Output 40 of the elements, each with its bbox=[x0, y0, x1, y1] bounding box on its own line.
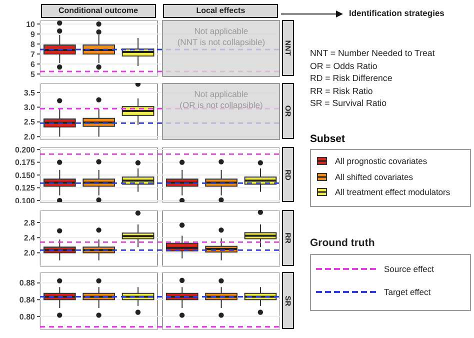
text: SR = Survival Ratio bbox=[310, 98, 387, 108]
text: RR = Risk Ratio bbox=[310, 86, 373, 96]
y-tick-label: 0.84 bbox=[19, 296, 36, 304]
y-tick-label: 0.100 bbox=[14, 196, 36, 206]
y-tick-label: 5 bbox=[30, 70, 36, 79]
y-tick-label: 2.8 bbox=[24, 218, 36, 228]
legend-label: All shifted covariates bbox=[335, 172, 413, 182]
y-tick-label: 9 bbox=[30, 30, 36, 39]
y-tick-label: 2.4 bbox=[24, 233, 36, 242]
legend-label: Target effect bbox=[384, 287, 431, 297]
y-tick-label: 3.5 bbox=[24, 88, 36, 98]
text: Ground truth bbox=[310, 237, 375, 249]
y-tick-label: 0.125 bbox=[14, 184, 36, 193]
y-tick-label: 2.0 bbox=[24, 132, 36, 142]
y-tick-label: 0.88 bbox=[19, 278, 36, 288]
text: Local effects bbox=[163, 4, 278, 18]
y-tick-label: 0.150 bbox=[14, 170, 36, 180]
y-tick-label: 2.0 bbox=[24, 248, 36, 258]
annotation: (OR is not collapsible) bbox=[178, 100, 264, 110]
legend-title: Subset bbox=[310, 133, 346, 145]
legend-label: Source effect bbox=[384, 264, 434, 274]
y-tick-label: 7 bbox=[30, 50, 36, 59]
text: Conditional outcome bbox=[41, 4, 156, 18]
y-tick-label: 0.175 bbox=[14, 158, 36, 168]
text: OR = Odds Ratio bbox=[310, 60, 378, 71]
text: NNT = Number Needed to Treat bbox=[310, 48, 435, 58]
y-tick-label: 0.80 bbox=[19, 312, 36, 322]
y-tick-label: 2.5 bbox=[24, 118, 36, 127]
text: RD = Risk Difference bbox=[310, 73, 392, 84]
text: Identification strategies bbox=[349, 8, 444, 18]
y-tick-label: 8 bbox=[30, 40, 36, 49]
y-tick-label: 10 bbox=[26, 20, 36, 29]
annotation: Not applicable bbox=[193, 26, 250, 36]
y-tick-label: 3.0 bbox=[24, 103, 36, 112]
y-tick-label: 6 bbox=[30, 60, 36, 69]
annotation: Not applicable bbox=[193, 89, 250, 99]
legend-label: All prognostic covariates bbox=[335, 156, 428, 166]
y-tick-label: 0.200 bbox=[14, 145, 36, 154]
annotation: (NNT is not collapsible) bbox=[176, 37, 266, 47]
legend-label: All treatment effect modulators bbox=[335, 187, 450, 197]
